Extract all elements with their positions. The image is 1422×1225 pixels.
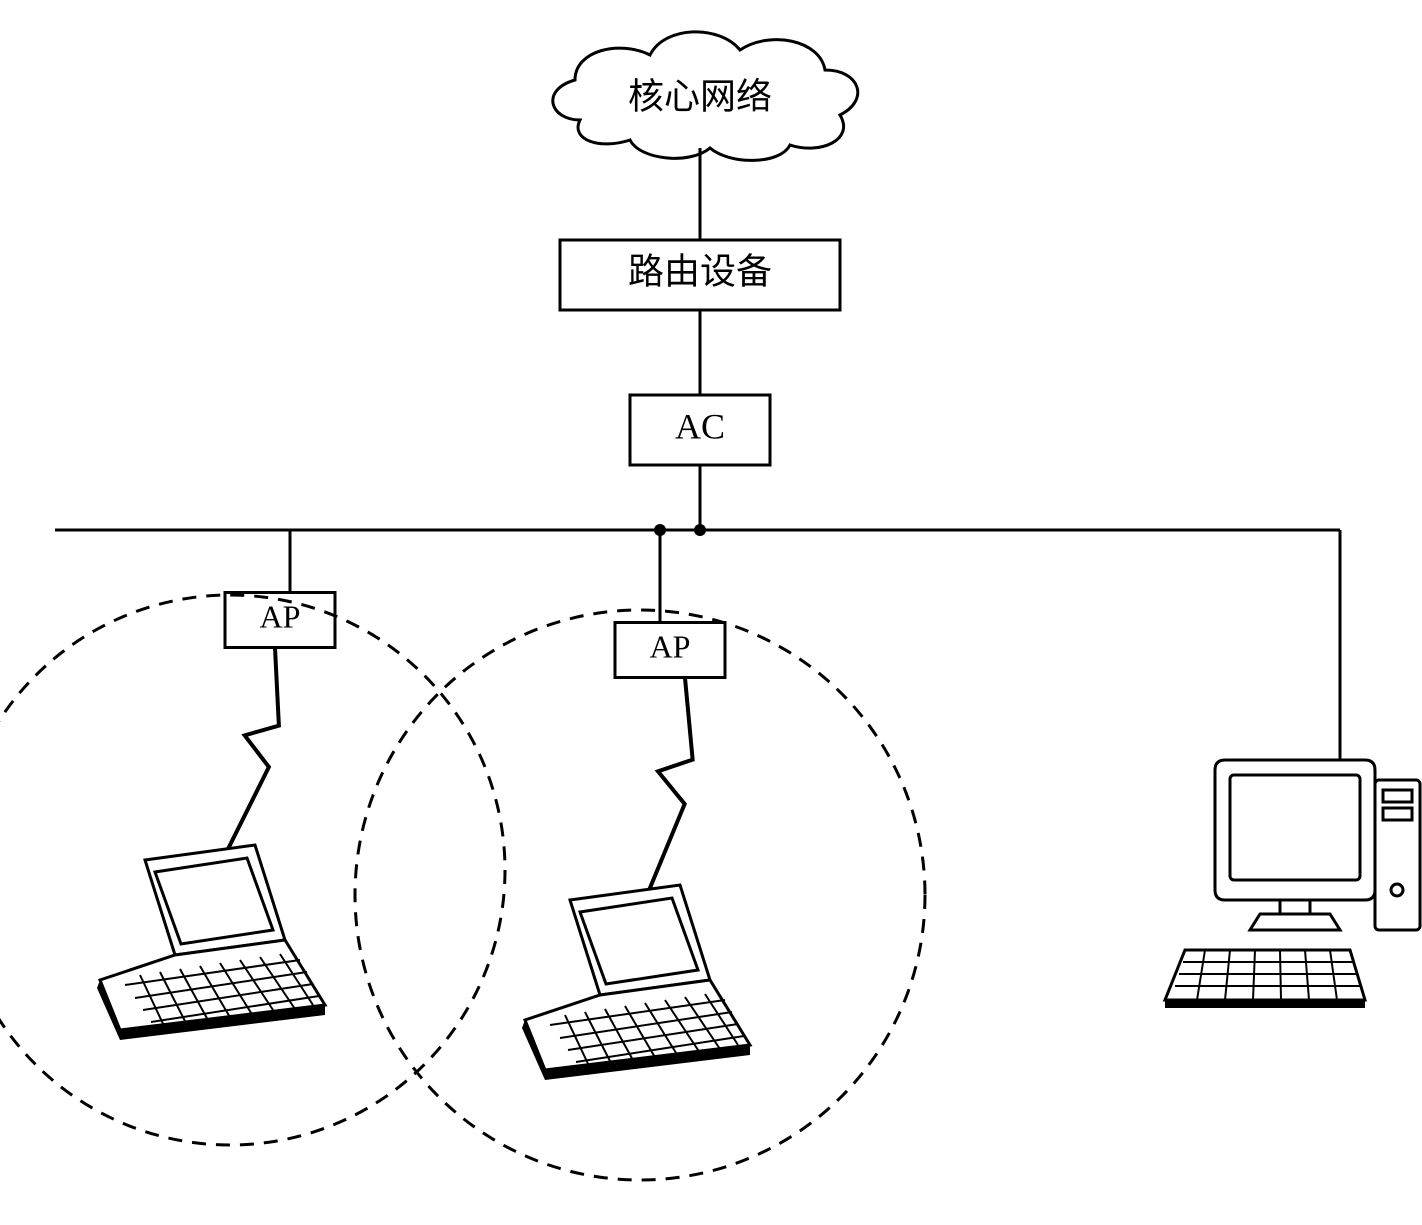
ap1-label: AP — [260, 598, 301, 634]
ac-label: AC — [675, 406, 725, 446]
cloud-label: 核心网络 — [628, 76, 772, 116]
desktop-icon — [1165, 760, 1420, 1008]
router-label: 路由设备 — [628, 251, 772, 291]
router-node: 路由设备 — [560, 240, 840, 310]
laptop-icon — [522, 885, 750, 1080]
ap2-node: AP — [615, 623, 725, 678]
ac-node: AC — [630, 395, 770, 465]
network-diagram: 核心网络 路由设备 AC AP AP — [0, 0, 1422, 1225]
cloud-node: 核心网络 — [553, 32, 858, 161]
ap2-label: AP — [650, 628, 691, 664]
laptop-icon — [97, 845, 325, 1040]
